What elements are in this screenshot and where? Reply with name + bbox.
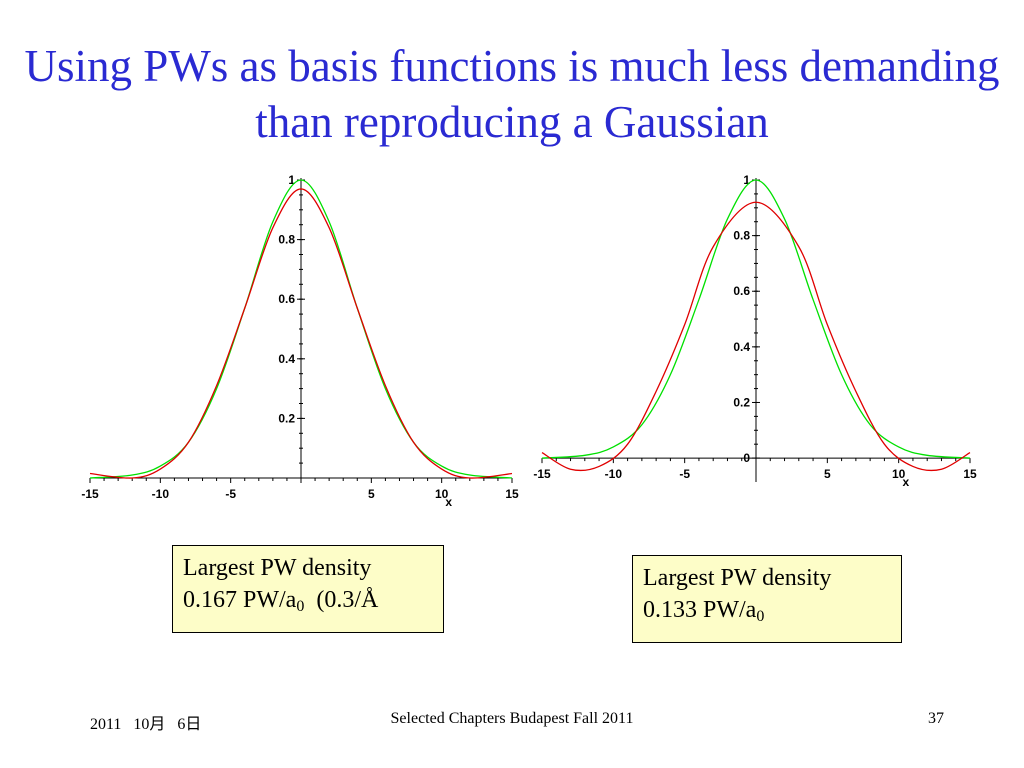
right-note-subscript: 0 bbox=[756, 608, 765, 625]
y-tick-label: 1 bbox=[288, 173, 295, 187]
slide-title: Using PWs as basis functions is much les… bbox=[24, 41, 1000, 147]
right-note-line2: 0.133 PW/a0 bbox=[643, 594, 891, 633]
left-chart-svg: -15 -10 -5 5 10 15 x 0.2 0.4 0.6 0.8 1 bbox=[81, 173, 519, 509]
left-note-tail: (0.3/Å bbox=[304, 587, 379, 613]
gaussian-curve bbox=[541, 179, 971, 459]
y-tick-label: 1 bbox=[743, 173, 750, 187]
left-note-line1: Largest PW density bbox=[183, 555, 372, 581]
y-tick-label: 0.6 bbox=[733, 284, 750, 298]
y-tick-label: 0.8 bbox=[278, 233, 295, 247]
x-tick-label: 15 bbox=[505, 487, 519, 501]
y-tick-label: 0.2 bbox=[733, 395, 750, 409]
x-tick-label: 10 bbox=[892, 467, 906, 481]
y-tick-label: 0 bbox=[743, 451, 750, 465]
y-tick-label: 0.8 bbox=[733, 229, 750, 243]
left-density-note: Largest PW density 0.167 PW/a0 (0.3/Å bbox=[172, 545, 444, 633]
pw-fit-curve bbox=[89, 188, 513, 479]
y-tick-label: 0.4 bbox=[278, 352, 295, 366]
pw-fit-curve bbox=[541, 201, 971, 472]
x-axis-label: x bbox=[902, 475, 909, 489]
x-tick-label: -15 bbox=[533, 467, 551, 481]
x-tick-label: 5 bbox=[824, 467, 831, 481]
left-chart: -15 -10 -5 5 10 15 x 0.2 0.4 0.6 0.8 1 bbox=[76, 172, 524, 512]
footer-page-number: 37 bbox=[928, 710, 944, 727]
x-tick-label: -15 bbox=[81, 487, 99, 501]
y-tick-label: 0.6 bbox=[278, 292, 295, 306]
right-note-value: 0.133 PW/a bbox=[643, 597, 757, 623]
y-tick-label: 0.2 bbox=[278, 411, 295, 425]
x-tick-label: -5 bbox=[679, 467, 690, 481]
left-note-value: 0.167 PW/a bbox=[183, 587, 297, 613]
x-tick-label: -10 bbox=[152, 487, 170, 501]
gaussian-curve bbox=[89, 179, 513, 479]
right-density-note: Largest PW density 0.133 PW/a0 bbox=[632, 555, 902, 643]
x-tick-label: 10 bbox=[435, 487, 449, 501]
x-tick-label: -5 bbox=[225, 487, 236, 501]
left-note-subscript: 0 bbox=[296, 598, 305, 615]
x-tick-label: 5 bbox=[368, 487, 375, 501]
footer-course: Selected Chapters Budapest Fall 2011 bbox=[390, 710, 634, 727]
right-chart: -15 -10 -5 5 10 15 x 0 0.2 0.4 0.6 0.8 1 bbox=[530, 172, 980, 512]
y-tick-label: 0.4 bbox=[733, 340, 750, 354]
right-chart-svg: -15 -10 -5 5 10 15 x 0 0.2 0.4 0.6 0.8 1 bbox=[533, 173, 977, 489]
left-note-line2: 0.167 PW/a0 (0.3/Å bbox=[183, 584, 433, 623]
footer-date: 2011 10月 6日 bbox=[90, 716, 202, 733]
x-tick-label: 15 bbox=[963, 467, 977, 481]
x-axis-label: x bbox=[445, 495, 452, 509]
right-note-line1: Largest PW density bbox=[643, 565, 832, 591]
x-tick-label: -10 bbox=[605, 467, 623, 481]
